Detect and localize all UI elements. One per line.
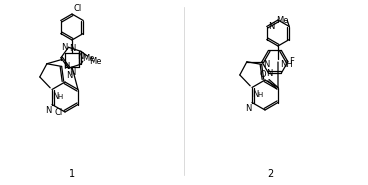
Text: O: O [259,70,266,78]
Text: N: N [252,90,258,98]
Text: N: N [245,103,251,112]
Text: Cl: Cl [55,107,63,117]
Text: H: H [57,93,62,100]
Text: Me: Me [89,57,101,66]
Text: N: N [63,62,69,71]
Text: H: H [257,92,262,97]
Text: F: F [289,57,294,66]
Text: N: N [52,92,59,100]
Text: Me: Me [276,16,288,24]
Text: N: N [268,22,274,31]
Text: N: N [263,60,269,69]
Text: Cl: Cl [73,4,81,13]
Text: N: N [61,43,67,52]
Text: N: N [69,68,75,77]
Text: N: N [78,52,84,61]
Text: 1: 1 [69,169,75,179]
Text: N: N [266,69,272,78]
Text: Me: Me [82,54,94,63]
Text: N: N [69,43,75,53]
Text: 2: 2 [267,169,273,179]
Text: NH: NH [280,60,293,69]
Text: N: N [66,71,72,80]
Text: N: N [45,105,51,115]
